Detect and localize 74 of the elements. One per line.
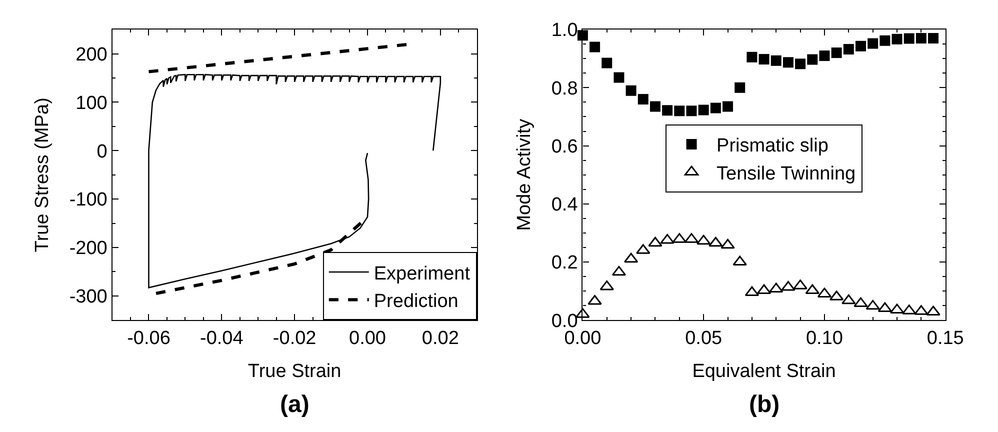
point (843, 44, 854, 55)
point (854, 297, 868, 308)
point (626, 85, 636, 96)
y-tick-label: 0.2 (551, 252, 578, 274)
legend-label: Experiment (374, 263, 471, 284)
point (686, 106, 697, 116)
x-tick-label: -0.02 (272, 328, 316, 350)
point (734, 82, 746, 93)
point (577, 30, 588, 41)
y-tick-label: 0.6 (551, 136, 578, 158)
x-tick-label: 0.10 (806, 328, 843, 350)
point (732, 256, 747, 266)
point (758, 54, 770, 64)
point (842, 294, 856, 304)
point (590, 42, 600, 52)
point (880, 35, 890, 46)
point (746, 52, 758, 62)
point (769, 282, 784, 293)
point (648, 236, 662, 247)
x-axis-title: True Strain (248, 360, 342, 382)
point (868, 38, 878, 49)
y-tick-label: 0.4 (551, 194, 578, 216)
point (638, 94, 648, 105)
point (782, 57, 794, 68)
y-tick-label: 200 (76, 44, 108, 66)
point (819, 50, 830, 61)
point (662, 105, 673, 116)
y-tick-label: -300 (69, 286, 108, 308)
point (795, 58, 806, 70)
point (588, 294, 602, 305)
point (624, 252, 638, 263)
point (744, 286, 760, 296)
y-axis-title: True Stress (MPa) (32, 98, 54, 252)
point (928, 33, 939, 44)
y-tick-label: 0.8 (551, 78, 578, 100)
point (831, 48, 842, 58)
point (600, 280, 614, 290)
y-tick-label: -200 (69, 238, 108, 260)
x-tick-label: 0.15 (926, 328, 964, 350)
x-tick-label: 0.02 (422, 328, 459, 350)
point (866, 300, 880, 310)
x-tick-label: 0.00 (349, 328, 386, 350)
legend-label: Tensile Twinning (716, 163, 856, 184)
x-tick-label: -0.06 (127, 328, 170, 350)
x-tick-label: -0.04 (200, 328, 244, 350)
point (698, 104, 709, 116)
point (770, 55, 782, 66)
text: (a) (280, 391, 310, 418)
y-tick-label: -100 (69, 190, 108, 211)
point (612, 266, 626, 276)
legend-label: Prismatic slip (716, 136, 828, 157)
x-axis-title: Equivalent Strain (692, 360, 836, 382)
y-axis-title: Mode Activity (514, 118, 536, 231)
y-tick-label: 100 (76, 92, 108, 114)
x-tick-label: 0.05 (685, 328, 722, 350)
point (674, 106, 685, 116)
point (696, 234, 711, 245)
point (720, 238, 735, 249)
point (660, 234, 674, 244)
point (722, 101, 734, 112)
y-tick-label: 0 (96, 141, 108, 162)
point (904, 33, 914, 44)
y-tick-label: 1.0 (551, 20, 578, 42)
point (916, 33, 926, 44)
legend-label: Prediction (374, 291, 458, 312)
text: (b) (749, 391, 780, 418)
point (602, 58, 612, 68)
point (614, 72, 624, 83)
point (855, 40, 866, 52)
point (708, 236, 723, 247)
point (650, 101, 660, 112)
point (892, 34, 902, 44)
point (710, 102, 721, 114)
point (807, 54, 818, 65)
